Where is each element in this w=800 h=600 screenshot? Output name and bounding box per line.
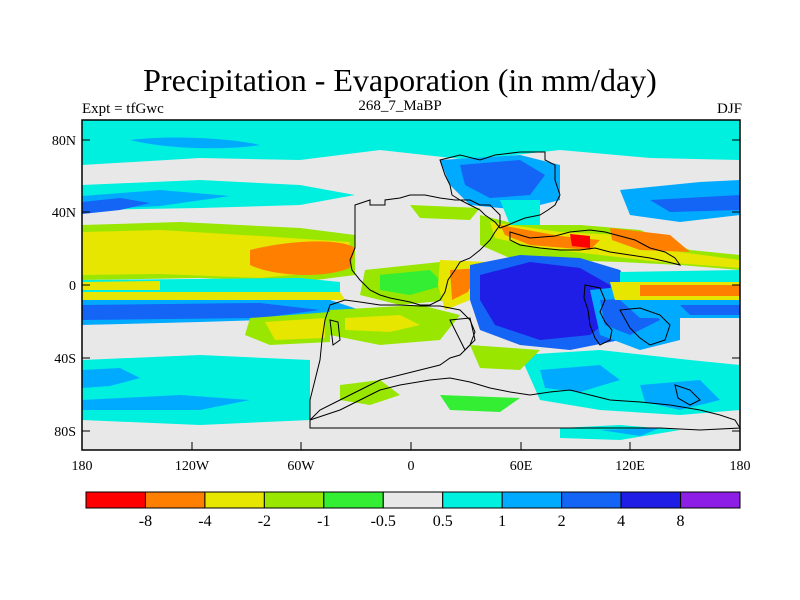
x-tick-label: 120E: [615, 459, 645, 474]
colorbar-swatch: [323, 491, 384, 509]
coastlines: [309, 151, 741, 431]
colorbar-swatch: [442, 491, 503, 509]
colorbar-swatch: [382, 491, 444, 509]
colorbar-label: -1: [317, 513, 330, 530]
colorbar-label: 8: [677, 513, 685, 530]
colorbar-swatch: [680, 491, 741, 509]
pme-field: [82, 120, 740, 450]
y-tick-label: 40S: [54, 352, 76, 367]
x-tick-label: 60E: [510, 459, 533, 474]
season-label: DJF: [716, 101, 742, 117]
colorbar-swatch: [620, 491, 682, 509]
colorbar-swatch: [144, 491, 206, 509]
colorbar-swatch: [263, 491, 325, 509]
colorbar-label: -0.5: [371, 513, 396, 530]
experiment-label: Expt = tfGwc: [82, 101, 164, 117]
colorbar-label: -2: [258, 513, 271, 530]
colorbar-swatch: [501, 491, 563, 509]
colorbar-label: 2: [558, 513, 566, 530]
x-tick-label: 180: [72, 459, 93, 474]
x-tick-label: 60W: [287, 459, 315, 474]
colorbar-label: -8: [139, 513, 152, 530]
y-tick-label: 80N: [52, 134, 76, 149]
colorbar-label: -4: [198, 513, 211, 530]
colorbar-label: 4: [617, 513, 625, 530]
y-tick-label: 80S: [54, 425, 76, 440]
y-tick-label: 40N: [52, 206, 76, 221]
colorbar-label: 0.5: [433, 513, 453, 530]
x-tick-label: 0: [408, 459, 415, 474]
y-tick-label: 0: [69, 279, 76, 294]
colorbar-label: 1: [498, 513, 506, 530]
x-tick-label: 180: [730, 459, 751, 474]
period-label: 268_7_MaBP: [358, 98, 442, 114]
colorbar: -8 -4 -2 -1 -0.5 0.5 1 2 4 8: [85, 491, 741, 530]
colorbar-swatch: [561, 491, 622, 509]
map-title: Precipitation - Evaporation (in mm/day): [143, 62, 657, 98]
colorbar-swatch: [204, 491, 265, 509]
colorbar-swatch: [85, 491, 146, 509]
x-tick-label: 120W: [175, 459, 210, 474]
